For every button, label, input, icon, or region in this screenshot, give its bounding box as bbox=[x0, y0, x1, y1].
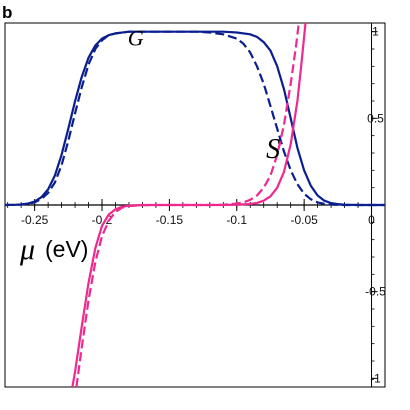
x-axis-label-unit: (eV) bbox=[45, 236, 88, 262]
x-axis-label-symbol: μ bbox=[19, 233, 35, 266]
series-lines bbox=[5, 23, 385, 387]
x-tick-label: -0.1 bbox=[226, 213, 247, 227]
annotations: GS bbox=[128, 26, 280, 166]
x-tick-label: -0.15 bbox=[156, 213, 184, 227]
series-line-s-dashed bbox=[75, 23, 300, 387]
series-line-g-dashed bbox=[5, 30, 385, 207]
series-line-g-solid bbox=[5, 30, 385, 207]
panel-label: b bbox=[2, 3, 12, 22]
y-tick-label: 1 bbox=[372, 25, 379, 39]
curve-label-s: S bbox=[266, 134, 280, 165]
x-tick-label: -0.05 bbox=[290, 213, 318, 227]
y-tick-label: -1 bbox=[370, 371, 381, 385]
x-tick-label: 0 bbox=[368, 213, 375, 227]
y-tick-label: -0.5 bbox=[365, 285, 386, 299]
curve-label-g: G bbox=[128, 26, 144, 51]
series-line-s-solid bbox=[71, 23, 307, 387]
y-tick-label: 0.5 bbox=[367, 111, 384, 125]
x-tick-label: -0.25 bbox=[21, 213, 49, 227]
